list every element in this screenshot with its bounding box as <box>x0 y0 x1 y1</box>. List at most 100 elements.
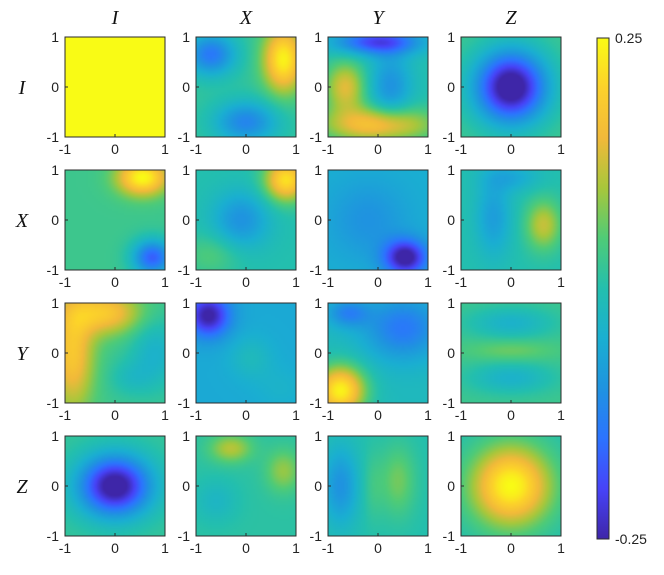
x-tick-label: 1 <box>424 407 432 423</box>
panel-Z-I: -1 0 1 1 0 -1 <box>47 428 170 556</box>
column-label-Z: Z <box>505 7 517 29</box>
x-tick-label: 0 <box>111 540 119 556</box>
y-tick-label: -1 <box>47 262 60 278</box>
x-tick-label: 0 <box>111 274 119 290</box>
x-tick-label: -1 <box>322 274 335 290</box>
heatmap-Y-Z <box>461 303 561 403</box>
heatmap-X-Z <box>461 170 561 270</box>
y-tick-label: 0 <box>182 478 190 494</box>
y-tick-label: 1 <box>447 162 455 178</box>
x-tick-label: 0 <box>374 540 382 556</box>
y-tick-label: 0 <box>447 345 455 361</box>
heatmap-X-Y <box>328 170 428 270</box>
y-tick-label: 1 <box>314 428 322 444</box>
y-tick-label: -1 <box>443 129 456 145</box>
y-tick-label: 1 <box>182 428 190 444</box>
y-tick-label: -1 <box>47 528 60 544</box>
x-tick-label: 1 <box>292 407 300 423</box>
y-tick-label: -1 <box>310 262 323 278</box>
y-tick-label: 1 <box>314 295 322 311</box>
column-label-Y: Y <box>372 7 385 29</box>
y-tick-label: 1 <box>314 162 322 178</box>
heatmap-Z-Z <box>461 436 561 536</box>
y-tick-label: -1 <box>178 395 191 411</box>
panel-Z-Z: -1 0 1 1 0 -1 <box>443 428 566 556</box>
y-tick-label: 1 <box>447 428 455 444</box>
x-tick-label: -1 <box>455 540 468 556</box>
y-tick-label: 0 <box>314 212 322 228</box>
panel-X-I: -1 0 1 1 0 -1 <box>47 162 170 290</box>
x-tick-label: 0 <box>111 141 119 157</box>
heatmap-X-I <box>65 170 165 270</box>
y-tick-label: -1 <box>310 129 323 145</box>
colorbar-scale <box>597 38 609 539</box>
x-tick-label: -1 <box>322 407 335 423</box>
x-tick-label: -1 <box>322 540 335 556</box>
y-tick-label: 0 <box>182 79 190 95</box>
y-tick-label: 0 <box>182 345 190 361</box>
y-tick-label: 0 <box>314 478 322 494</box>
column-label-X: X <box>239 7 253 29</box>
y-tick-label: 1 <box>447 295 455 311</box>
panel-I-X: -1 0 1 1 0 -1 <box>178 29 301 157</box>
heatmap-I-X <box>196 37 296 137</box>
x-tick-label: -1 <box>190 274 203 290</box>
y-tick-label: 1 <box>51 428 59 444</box>
y-tick-label: -1 <box>178 262 191 278</box>
y-tick-label: -1 <box>443 262 456 278</box>
x-tick-label: 0 <box>374 407 382 423</box>
row-label-X: X <box>15 210 29 232</box>
panel-Z-X: -1 0 1 1 0 -1 <box>178 428 301 556</box>
heatmap-Y-X <box>196 303 296 403</box>
y-tick-label: 0 <box>182 212 190 228</box>
x-tick-label: 1 <box>424 274 432 290</box>
x-tick-label: 0 <box>374 274 382 290</box>
panel-I-Y: -1 0 1 1 0 -1 <box>310 29 433 157</box>
heatmap-Y-I <box>65 303 165 403</box>
x-tick-label: 0 <box>242 141 250 157</box>
y-tick-label: -1 <box>47 129 60 145</box>
panel-I-Z: -1 0 1 1 0 -1 <box>443 29 566 157</box>
y-tick-label: 0 <box>447 478 455 494</box>
y-tick-label: 0 <box>51 79 59 95</box>
x-tick-label: 1 <box>161 274 169 290</box>
x-tick-label: 1 <box>424 540 432 556</box>
y-tick-label: 1 <box>182 29 190 45</box>
x-tick-label: 1 <box>424 141 432 157</box>
x-tick-label: 1 <box>292 141 300 157</box>
y-tick-label: 0 <box>51 478 59 494</box>
x-tick-label: 1 <box>161 407 169 423</box>
y-tick-label: 1 <box>51 29 59 45</box>
y-tick-label: 0 <box>447 79 455 95</box>
x-tick-label: 0 <box>242 274 250 290</box>
panel-Y-Y: -1 0 1 1 0 -1 <box>310 295 433 423</box>
y-tick-label: 1 <box>51 162 59 178</box>
y-tick-label: -1 <box>443 528 456 544</box>
x-tick-label: 1 <box>557 141 565 157</box>
row-label-I: I <box>18 77 27 99</box>
y-tick-label: 1 <box>314 29 322 45</box>
column-label-I: I <box>111 7 120 29</box>
y-tick-label: -1 <box>443 395 456 411</box>
colorbar: 0.25 -0.25 <box>596 30 647 547</box>
y-tick-label: 0 <box>314 79 322 95</box>
x-tick-label: 1 <box>161 141 169 157</box>
x-tick-label: -1 <box>455 407 468 423</box>
x-tick-label: -1 <box>455 274 468 290</box>
y-tick-label: -1 <box>310 395 323 411</box>
x-tick-label: -1 <box>190 540 203 556</box>
x-tick-label: 0 <box>507 274 515 290</box>
panel-Y-I: -1 0 1 1 0 -1 <box>47 295 170 423</box>
x-tick-label: -1 <box>59 274 72 290</box>
x-tick-label: 1 <box>557 274 565 290</box>
panel-Y-X: -1 0 1 1 0 -1 <box>178 295 301 423</box>
x-tick-label: 0 <box>507 141 515 157</box>
heatmap-Z-Y <box>328 436 428 536</box>
x-tick-label: 1 <box>557 407 565 423</box>
x-tick-label: -1 <box>59 407 72 423</box>
y-tick-label: 0 <box>51 345 59 361</box>
x-tick-label: -1 <box>190 141 203 157</box>
x-tick-label: 0 <box>374 141 382 157</box>
x-tick-label: -1 <box>59 540 72 556</box>
